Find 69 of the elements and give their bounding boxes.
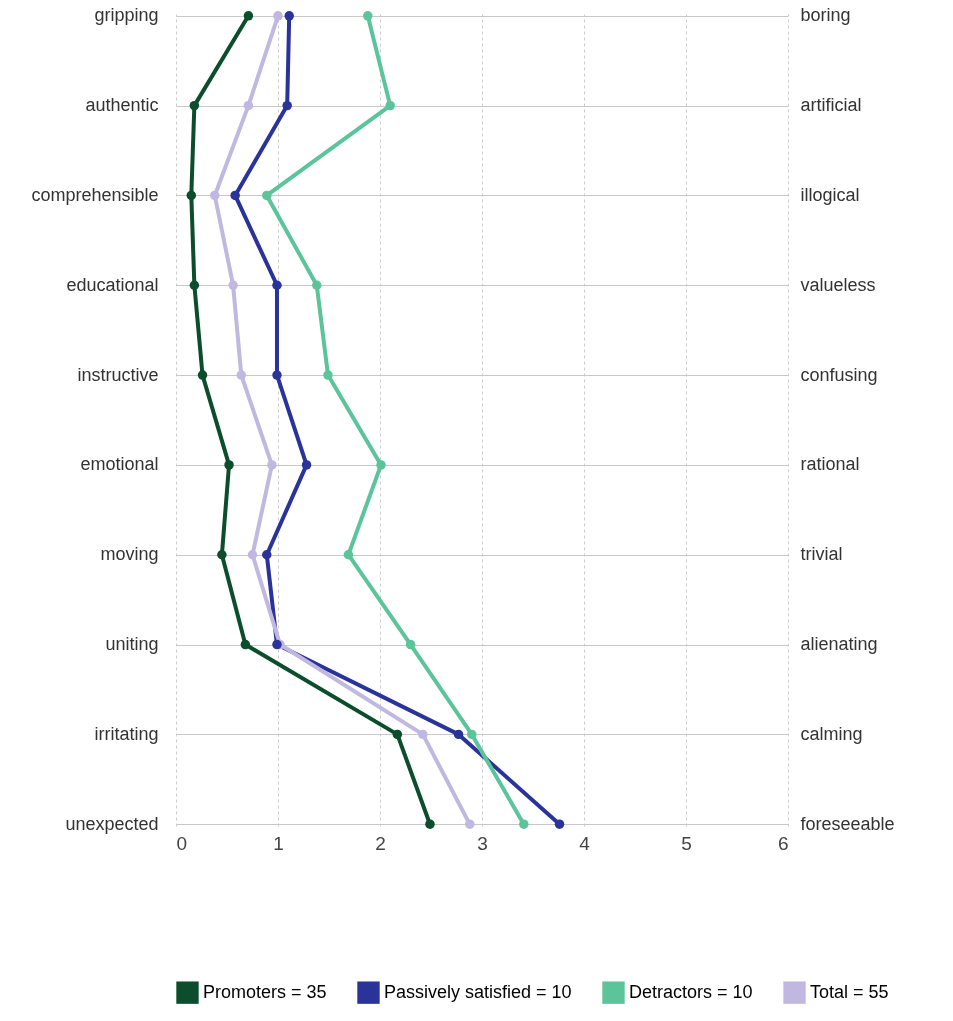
point — [385, 100, 395, 111]
legend-label: Total = 55 — [810, 981, 889, 1002]
x-tick-label: 3 — [477, 832, 488, 854]
point — [418, 729, 428, 740]
y-tick-label: comprehensible — [31, 184, 159, 205]
point — [519, 819, 529, 829]
y-tick-label: emotional — [80, 454, 159, 475]
point — [301, 460, 312, 470]
point — [376, 460, 386, 470]
point — [210, 190, 220, 201]
point — [247, 550, 258, 560]
y2-tick-label: boring — [800, 5, 851, 26]
y-tick-label: irritating — [94, 723, 159, 744]
point — [262, 550, 272, 560]
x-tick-label: 4 — [579, 832, 591, 854]
y-tick-label: educational — [66, 274, 159, 295]
point — [467, 729, 477, 740]
y2-tick-label: foreseeable — [800, 813, 895, 834]
x-tick-label: 1 — [273, 832, 284, 854]
point — [323, 370, 333, 380]
x-tick-label: 5 — [681, 832, 692, 854]
legend-label: Promoters = 35 — [203, 981, 327, 1002]
point — [189, 100, 200, 111]
point — [272, 280, 282, 290]
point — [224, 460, 234, 470]
y2-tick-label: illogical — [800, 184, 860, 205]
y2-tick-label: calming — [800, 723, 863, 744]
point — [228, 280, 238, 290]
point — [405, 639, 416, 650]
point — [554, 819, 565, 829]
y-tick-label: instructive — [77, 364, 159, 385]
y2-tick-label: confusing — [800, 364, 878, 385]
y-tick-label: uniting — [105, 634, 159, 655]
point — [273, 11, 283, 21]
point — [186, 190, 197, 201]
y-tick-label: moving — [100, 544, 159, 565]
y2-tick-label: alienating — [800, 634, 878, 655]
point — [217, 550, 227, 560]
y2-tick-label: valueless — [800, 274, 876, 295]
point — [282, 100, 292, 111]
point — [230, 190, 240, 201]
point — [465, 819, 475, 829]
y-tick-label: unexpected — [65, 813, 159, 834]
point — [312, 280, 322, 290]
point — [343, 550, 354, 560]
point — [392, 729, 403, 740]
point — [189, 280, 200, 290]
y-tick-label: gripping — [94, 5, 159, 26]
point — [197, 370, 208, 380]
x-tick-label: 6 — [777, 832, 789, 854]
point — [425, 819, 435, 829]
y2-tick-label: rational — [800, 454, 860, 475]
point — [267, 460, 277, 470]
point — [262, 190, 272, 201]
x-tick-label: 2 — [375, 832, 386, 854]
y-tick-label: authentic — [85, 95, 159, 116]
point — [363, 11, 373, 21]
y2-tick-label: trivial — [800, 544, 843, 565]
legend-label: Detractors = 10 — [629, 981, 753, 1002]
point — [453, 729, 464, 740]
point — [272, 370, 282, 380]
y2-tick-label: artificial — [800, 95, 862, 116]
x-tick-label: 0 — [176, 832, 188, 854]
point — [243, 100, 254, 111]
legend-label: Passively satisfied = 10 — [384, 981, 572, 1002]
point — [243, 11, 254, 21]
point — [240, 639, 251, 650]
point — [236, 370, 247, 380]
point — [284, 11, 294, 21]
